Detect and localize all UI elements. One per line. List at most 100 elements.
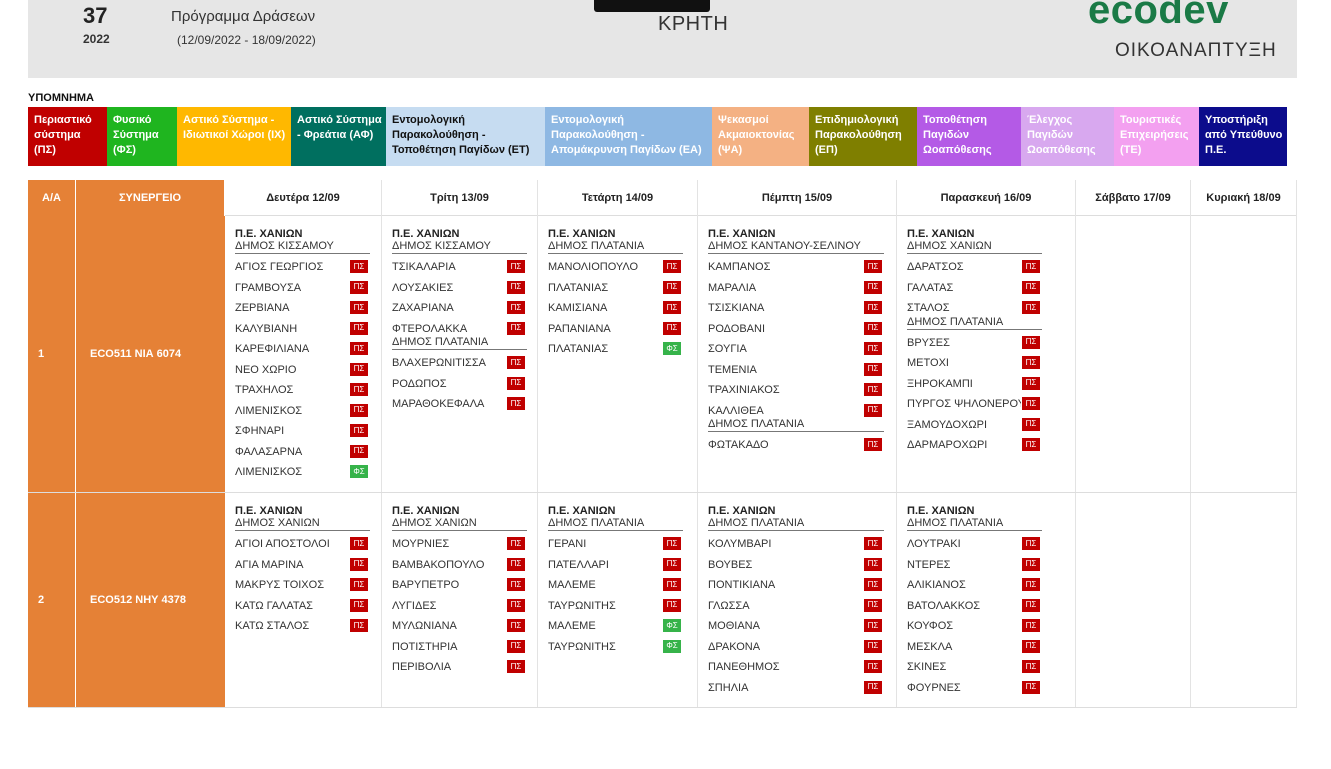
system-type-badge: ΠΣ <box>1021 355 1041 370</box>
location-item: ΚΑΤΩ ΣΤΑΛΟΣ ΠΣ <box>235 618 370 639</box>
location-name: ΓΛΩΣΣΑ <box>708 599 750 612</box>
location-name: ΓΑΛΑΤΑΣ <box>907 281 954 294</box>
location-name: ΓΡΑΜΒΟΥΣΑ <box>235 281 302 294</box>
location-item: ΤΣΙΣΚΙΑΝΑ ΠΣ <box>708 300 884 321</box>
system-type-badge: ΠΣ <box>349 300 369 315</box>
system-type-badge: ΠΣ <box>863 437 883 452</box>
system-type-badge: ΠΣ <box>506 618 526 633</box>
system-type-badge: ΠΣ <box>662 300 682 315</box>
location-item: ΑΓΙΑ ΜΑΡΙΝΑ ΠΣ <box>235 556 370 578</box>
location-item: ΣΚΙΝΕΣ ΠΣ <box>907 659 1042 680</box>
location-item: ΣΟΥΓΙΑ ΠΣ <box>708 341 884 362</box>
day-cell: Π.Ε. ΧΑΝΙΩΝ ΔΗΜΟΣ ΠΛΑΤΑΝΙΑ ΛΟΥΤΡΑΚΙ ΠΣ ΝΤΕΡΕ… <box>897 493 1076 707</box>
location-item: ΦΑΛΑΣΑΡΝΑ ΠΣ <box>235 443 370 465</box>
system-type-badge: ΠΣ <box>1021 300 1041 315</box>
legend-item: Φυσικό Σύστημα (ΦΣ) <box>107 107 177 166</box>
day-cell: Π.Ε. ΧΑΝΙΩΝ ΔΗΜΟΣ ΧΑΝΙΩΝ ΑΓΙΟΙ ΑΠΟΣΤΟΛΟΙ ΠΣ… <box>225 493 382 707</box>
system-type-badge: ΦΣ <box>662 618 682 633</box>
system-type-badge: ΠΣ <box>863 361 883 377</box>
day-cell <box>1076 216 1191 492</box>
system-type-badge: ΠΣ <box>662 597 682 613</box>
location-name: ΜΑΛΕΜΕ <box>548 579 596 591</box>
prefecture-label: Π.Ε. ΧΑΝΙΩΝ <box>708 228 776 240</box>
location-item: ΡΟΔΟΒΑΝΙ ΠΣ <box>708 320 884 342</box>
location-item: ΖΑΧΑΡΙΑΝΑ ΠΣ <box>392 300 527 321</box>
location-item: ΦΟΥΡΝΕΣ ΠΣ <box>907 679 1042 701</box>
legend-item: Εντομολογική Παρακολούθηση - Απομάκρυνση… <box>545 107 712 166</box>
system-type-badge: ΠΣ <box>863 536 883 551</box>
location-name: ΠΑΝΕΘΗΜΟΣ <box>708 661 780 673</box>
location-name: ΤΕΜΕΝΙΑ <box>708 363 757 376</box>
ecodev-logo: ecodev <box>1088 0 1229 32</box>
column-header-day: Πέμπτη 15/09 <box>698 180 897 216</box>
prefecture-label: Π.Ε. ΧΑΝΙΩΝ <box>548 505 616 517</box>
location-name: ΣΚΙΝΕΣ <box>907 661 947 673</box>
location-name: ΣΟΥΓΙΑ <box>708 343 747 355</box>
system-type-badge: ΠΣ <box>506 279 526 295</box>
municipality-label: ΔΗΜΟΣ ΠΛΑΤΑΝΙΑ <box>548 240 683 254</box>
location-item: ΓΡΑΜΒΟΥΣΑ ΠΣ <box>235 279 370 301</box>
location-item: ΠΑΤΕΛΛΑΡΙ ΠΣ <box>548 556 683 578</box>
day-cell: Π.Ε. ΧΑΝΙΩΝ ΔΗΜΟΣ ΠΛΑΤΑΝΙΑ ΚΟΛΥΜΒΑΡΙ ΠΣ ΒΟΥΒ… <box>698 493 897 707</box>
location-item: ΤΑΥΡΩΝΙΤΗΣ ΠΣ <box>548 597 683 619</box>
location-item: ΚΑΛΛΙΘΕΑ ΠΣ <box>708 402 884 424</box>
prefecture-label: Π.Ε. ΧΑΝΙΩΝ <box>907 228 975 240</box>
location-name: ΖΕΡΒΙΑΝΑ <box>235 302 290 314</box>
system-type-badge: ΠΣ <box>863 556 883 572</box>
system-type-badge: ΠΣ <box>1021 536 1041 551</box>
location-item: ΜΑΛΕΜΕ ΠΣ <box>548 577 683 598</box>
day-cell: Π.Ε. ΧΑΝΙΩΝ ΔΗΜΟΣ ΧΑΝΙΩΝ ΜΟΥΡΝΙΕΣ ΠΣ ΒΑΜΒΑΚΟ… <box>382 493 538 707</box>
prefecture-label: Π.Ε. ΧΑΝΙΩΝ <box>907 505 975 517</box>
location-item: ΜΑΝΟΛΙΟΠΟΥΛΟ ΠΣ <box>548 259 683 280</box>
location-name: ΠΥΡΓΟΣ ΨΗΛΟΝΕΡΟΥ <box>907 398 1026 410</box>
location-item: ΚΑΜΠΑΝΟΣ ΠΣ <box>708 259 884 280</box>
location-name: ΠΑΤΕΛΛΑΡΙ <box>548 558 609 571</box>
program-title: Πρόγραμμα Δράσεων <box>171 8 316 25</box>
location-name: ΒΑΡΥΠΕΤΡΟ <box>392 579 460 591</box>
location-name: ΔΡΑΚΟΝΑ <box>708 640 761 653</box>
location-item: ΤΡΑΧΙΝΙΑΚΟΣ ΠΣ <box>708 382 884 403</box>
location-name: ΛΟΥΣΑΚΙΕΣ <box>392 281 454 294</box>
table-header: Α/Α ΣΥΝΕΡΓΕΙΟ Δευτέρα 12/09 Τρίτη 13/09 Τετά… <box>28 180 1297 216</box>
municipality-label: ΔΗΜΟΣ ΧΑΝΙΩΝ <box>235 517 370 531</box>
location-name: ΓΕΡΑΝΙ <box>548 538 587 550</box>
system-type-badge: ΦΣ <box>662 341 682 356</box>
location-item: ΚΑΛΥΒΙΑΝΗ ΠΣ <box>235 320 370 342</box>
location-name: ΑΛΙΚΙΑΝΟΣ <box>907 579 966 591</box>
row-number: 1 <box>28 216 75 492</box>
location-item: ΠΟΝΤΙΚΙΑΝΑ ΠΣ <box>708 577 884 598</box>
location-item: ΞΗΡΟΚΑΜΠΙ ΠΣ <box>907 375 1042 397</box>
location-item: ΛΙΜΕΝΙΣΚΟΣ ΠΣ <box>235 402 370 424</box>
system-type-badge: ΠΣ <box>1021 375 1041 391</box>
location-item: ΠΛΑΤΑΝΙΑΣ ΠΣ <box>548 279 683 301</box>
location-name: ΔΑΡΑΤΣΟΣ <box>907 261 964 273</box>
location-name: ΒΑΜΒΑΚΟΠΟΥΛΟ <box>392 558 485 571</box>
location-item: ΜΑΡΑΛΙΑ ΠΣ <box>708 279 884 301</box>
location-item: ΖΕΡΒΙΑΝΑ ΠΣ <box>235 300 370 321</box>
location-item: ΤΣΙΚΑΛΑΡΙΑ ΠΣ <box>392 259 527 280</box>
location-item: ΜΑΡΑΘΟΚΕΦΑΛΑ ΠΣ <box>392 396 527 417</box>
location-name: ΑΓΙΟΙ ΑΠΟΣΤΟΛΟΙ <box>235 538 330 550</box>
location-item: ΠΑΝΕΘΗΜΟΣ ΠΣ <box>708 659 884 680</box>
system-type-badge: ΠΣ <box>1021 334 1041 350</box>
system-type-badge: ΠΣ <box>506 577 526 592</box>
system-type-badge: ΠΣ <box>1021 577 1041 592</box>
location-item: ΓΛΩΣΣΑ ΠΣ <box>708 597 884 619</box>
location-item: ΠΟΤΙΣΤΗΡΙΑ ΠΣ <box>392 638 527 660</box>
system-type-badge: ΠΣ <box>349 361 369 377</box>
system-type-badge: ΠΣ <box>506 597 526 613</box>
location-name: ΤΣΙΣΚΙΑΝΑ <box>708 302 765 314</box>
legend-item: Τοποθέτηση Παγιδών Ωοαπόθεσης <box>917 107 1021 166</box>
location-item: ΓΑΛΑΤΑΣ ΠΣ <box>907 279 1042 301</box>
location-name: ΞΑΜΟΥΔΟΧΩΡΙ <box>907 418 987 431</box>
municipality-label: ΔΗΜΟΣ ΚΙΣΣΑΜΟΥ <box>392 240 527 254</box>
system-type-badge: ΠΣ <box>863 618 883 633</box>
location-item: ΜΑΚΡΥΣ ΤΟΙΧΟΣ ΠΣ <box>235 577 370 598</box>
location-item: ΜΕΣΚΛΑ ΠΣ <box>907 638 1042 660</box>
table-row: 2 ECO512 ΝΗΥ 4378 Π.Ε. ΧΑΝΙΩΝ ΔΗΜΟΣ ΧΑΝΙΩΝ Α… <box>28 493 1297 708</box>
system-type-badge: ΠΣ <box>506 375 526 391</box>
location-item: ΜΥΛΩΝΙΑΝΑ ΠΣ <box>392 618 527 639</box>
location-item: ΠΕΡΙΒΟΛΙΑ ΠΣ <box>392 659 527 680</box>
day-cell <box>1191 216 1297 492</box>
location-name: ΛΙΜΕΝΙΣΚΟΣ <box>235 404 303 417</box>
